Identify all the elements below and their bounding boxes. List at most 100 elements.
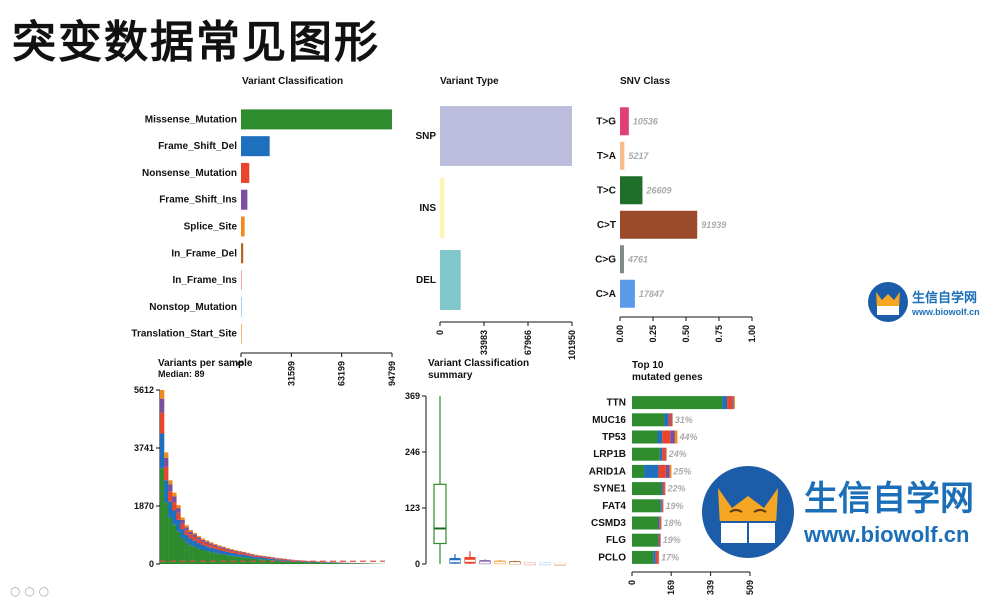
gene-label: FLG [606,535,626,546]
gene-bar-segment [727,396,733,410]
sample-bar-segment [282,561,288,564]
menu-icon[interactable]: ○ [38,584,50,598]
gene-bar-segment [632,430,658,444]
gene-bar-segment [732,396,734,410]
brand-small-url: www.biowolf.cn [911,307,980,317]
variant-type-chart: Variant Type SNP INS DEL 0 33983 67966 101950 [415,76,577,360]
sample-bar-segment [303,562,308,564]
bar [241,270,242,291]
chart-title: Variant Classification [428,358,529,369]
sample-bar-segment [172,524,177,564]
y-tick-label: 369 [405,391,420,401]
sample-bar-segment [233,550,238,552]
prev-icon[interactable]: ○ [10,584,21,598]
sample-bar-segment [209,552,214,564]
chart-title: SNV Class [620,76,670,87]
gene-percent-label: 25% [672,466,691,476]
sample-bar-segment [176,512,181,520]
sample-bar-segment [250,553,255,555]
sample-bar-segment [184,542,189,564]
zoom-icon[interactable]: ○ [24,584,35,598]
sample-bar-segment [274,560,279,564]
category-label: In_Frame_Del [171,248,237,259]
data-label: 5217 [628,151,649,161]
sample-bar-segment [286,560,292,562]
sample-bar-segment [245,557,251,564]
sample-bar-segment [192,532,198,535]
sample-bar-segment [266,558,271,560]
gene-bar-segment [661,499,663,513]
sample-bar-segment [229,552,234,556]
sample-bar-segment [315,562,320,564]
sample-bar-segment [299,561,304,564]
gene-bar-segment [665,447,667,461]
data-label: 4761 [627,254,648,264]
gene-label: FAT4 [602,501,626,512]
gene-bar-segment [632,447,660,461]
sample-bar-segment [258,557,263,560]
sample-bar-segment [168,480,173,485]
sample-bar-segment [180,519,185,524]
sample-bar-segment [217,546,222,548]
sample-bar-segment [164,457,169,467]
gene-bar-segment [632,482,661,496]
gene-bar-segment [653,550,656,564]
gene-label: CSMD3 [591,518,626,529]
gene-bar-segment [660,499,662,513]
x-tick-label: 1.00 [747,325,757,343]
sample-bar-segment [278,560,283,564]
data-label: 17847 [639,289,665,299]
gene-bar-segment [632,550,654,564]
sample-bar-segment [270,560,275,564]
bar [241,216,245,237]
snv-class-chart: SNV Class T>G 10536 T>A 5217 T>C 26609 C>T 91939… [595,76,757,343]
sample-bar-segment [200,541,206,545]
gene-bar-segment [632,516,658,530]
bar [241,136,270,157]
sample-bar-segment [270,557,275,559]
sample-bar-segment [192,537,198,541]
sample-bar-segment [254,558,259,564]
sample-bar-segment [168,501,173,518]
gene-bar-segment [632,464,645,478]
category-label: SNP [415,131,436,142]
sample-bar-segment [180,538,185,564]
sample-bar-segment [258,556,263,558]
sample-bar-segment [258,555,263,557]
sample-bar-segment [245,554,251,556]
sample-bar-segment [160,398,165,413]
gene-label: PCLO [598,552,626,563]
category-label: In_Frame_Ins [173,275,238,286]
bar [440,106,572,166]
sample-bar-segment [278,559,283,560]
sample-bar-segment [229,549,234,552]
slide-controls[interactable]: ○ ○ ○ [10,584,49,598]
sample-bar-segment [209,547,214,553]
sample-bar-segment [221,554,226,564]
x-tick-label: 0.50 [681,325,691,343]
category-label: Translation_Start_Site [131,329,237,340]
sample-bar-segment [168,484,173,492]
sample-bar-segment [196,548,202,564]
sample-bar-segment [229,551,234,553]
gene-percent-label: 24% [668,449,687,459]
data-label: 91939 [701,220,726,230]
sample-bar-segment [160,468,165,564]
y-tick-label: 3741 [134,443,154,453]
sample-bar-segment [295,561,300,564]
sample-bar-segment [168,517,173,564]
category-label: C>G [595,254,616,265]
gene-bar-segment [662,430,671,444]
y-tick-label: 1870 [134,501,154,511]
sample-bar-segment [237,551,243,553]
sample-bar-segment [266,557,271,559]
sample-bar-segment [274,558,279,560]
sample-bar-segment [286,561,292,564]
sample-bar-segment [192,540,198,547]
bar [620,210,698,239]
bar [241,243,244,264]
brand-logo-small: 生信自学网 www.biowolf.cn [868,282,980,322]
data-label: 26609 [645,185,671,195]
gene-percent-label: 18% [664,518,682,528]
sample-bar-segment [217,545,222,547]
